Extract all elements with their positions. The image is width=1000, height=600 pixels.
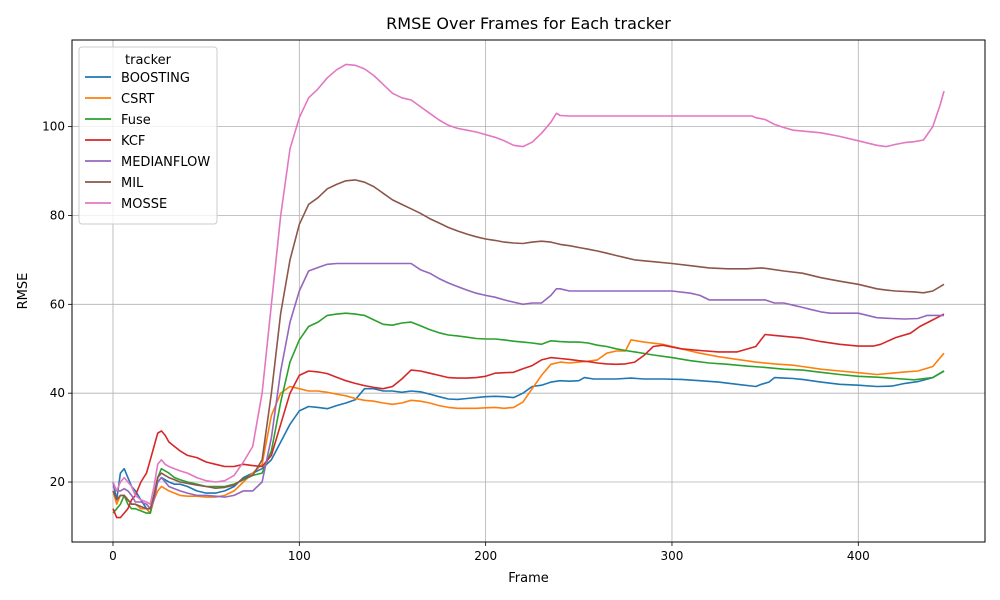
legend-box (78, 46, 218, 225)
axis-ticks: 0 100 200 300 400 20 40 60 80 100 (42, 120, 870, 563)
x-tick-label: 200 (474, 549, 497, 563)
legend-label: CSRT (121, 92, 154, 107)
legend-label: BOOSTING (121, 71, 190, 86)
y-tick-label: 100 (42, 120, 65, 134)
y-tick-label: 80 (50, 208, 65, 222)
x-tick-label: 400 (847, 549, 870, 563)
series-lines (112, 63, 945, 519)
legend-label: KCF (121, 134, 145, 149)
chart-title: RMSE Over Frames for Each tracker (386, 14, 671, 33)
y-tick-label: 40 (50, 386, 65, 400)
legend: tracker BOOSTING CSRT Fuse KCF MEDIANFLOW MIL… (78, 46, 218, 225)
legend-label: MIL (121, 176, 144, 191)
legend-title: tracker (125, 53, 172, 68)
series-line-kcf (112, 313, 945, 519)
series-line-mil (112, 179, 945, 510)
legend-label: MOSSE (121, 197, 167, 212)
y-tick-label: 20 (50, 475, 65, 489)
plot-area-frame (71, 39, 986, 543)
x-axis-label: Frame (508, 571, 549, 586)
x-tick-label: 300 (661, 549, 684, 563)
series-line-boosting (112, 370, 945, 514)
series-line-csrt (112, 339, 945, 514)
series-line-fuse (112, 312, 945, 514)
y-tick-label: 60 (50, 297, 65, 311)
x-tick-label: 0 (109, 549, 117, 563)
legend-label: MEDIANFLOW (121, 155, 210, 170)
legend-label: Fuse (121, 113, 151, 128)
series-line-mosse (112, 63, 945, 505)
x-tick-label: 100 (288, 549, 311, 563)
y-axis-label: RMSE (16, 273, 31, 310)
series-line-medianflow (112, 262, 944, 510)
